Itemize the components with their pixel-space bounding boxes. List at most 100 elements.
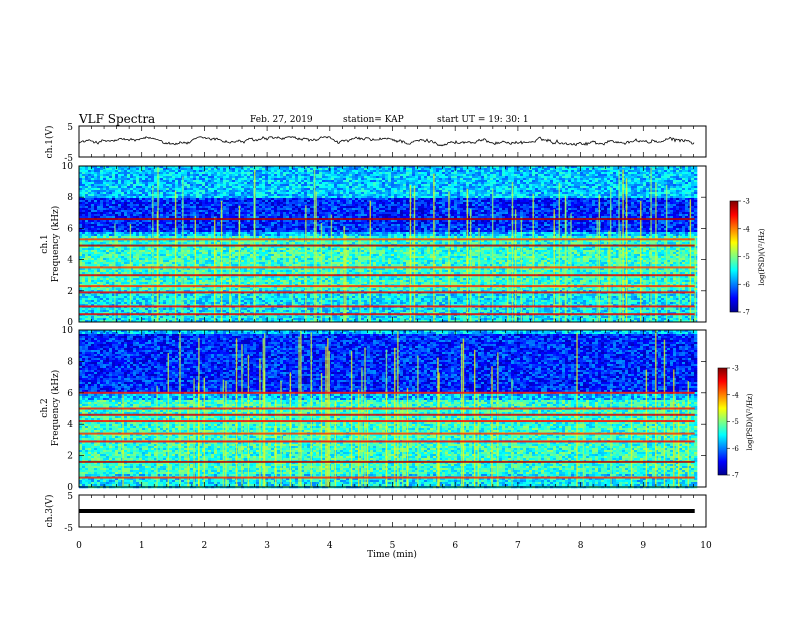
ch1-spectrogram-cell bbox=[106, 176, 109, 178]
ch1-spectrogram-cell bbox=[130, 204, 133, 206]
ch1-spectrogram-cell bbox=[646, 172, 649, 174]
ch1-spectrogram-cell bbox=[430, 172, 433, 174]
ch1-spectrogram-cell bbox=[187, 192, 190, 194]
ch1-spectrogram-cell bbox=[454, 168, 457, 170]
ch1-spectrogram-cell bbox=[598, 178, 601, 180]
ch1-spectrogram-cell bbox=[250, 206, 253, 208]
ch1-spectrogram-cell bbox=[115, 184, 118, 186]
ch1-spectrogram-cell bbox=[442, 194, 445, 196]
ch1-spectrogram-cell bbox=[682, 182, 685, 184]
ch1-spectrogram-cell bbox=[682, 198, 685, 200]
ch1-spectrogram-cell bbox=[160, 180, 163, 182]
ch1-spectrogram-cell bbox=[280, 198, 283, 200]
ch1-spectrogram-cell bbox=[211, 182, 214, 184]
ch1-spectrogram-cell bbox=[592, 178, 595, 180]
ch1-spectrogram-cell bbox=[199, 212, 202, 214]
ch1-spectrogram-cell bbox=[346, 202, 349, 204]
ch1-spectrogram-cell bbox=[460, 198, 463, 200]
ch1-spectrogram-cell bbox=[595, 200, 598, 202]
ch1-spectrogram-cell bbox=[358, 170, 361, 172]
ch1-spectrogram-cell bbox=[163, 170, 166, 172]
ch1-spectrogram-cell bbox=[91, 202, 94, 204]
ch1-spectrogram-cell bbox=[379, 168, 382, 170]
ch1-spectrogram-cell bbox=[580, 172, 583, 174]
ch1-spectrogram-cell bbox=[301, 174, 304, 176]
ch1-spectrogram-cell bbox=[451, 202, 454, 204]
ch1-spectrogram-cell bbox=[436, 206, 439, 208]
ch1-spectrogram-cell bbox=[397, 204, 400, 206]
ch1-spectrogram-cell bbox=[658, 210, 661, 212]
ch1-spectrogram-cell bbox=[643, 176, 646, 178]
ch1-spectrogram-cell bbox=[340, 202, 343, 204]
ch1-spectrogram-cell bbox=[685, 206, 688, 208]
ch1-spectrogram-cell bbox=[589, 188, 592, 190]
ch1-spectrogram-cell bbox=[514, 200, 517, 202]
ch1-spectrogram-cell bbox=[634, 202, 637, 204]
ch1-spectrogram-cell bbox=[187, 190, 190, 192]
ch1-spectrogram-cell bbox=[493, 174, 496, 176]
ch1-spectrogram-cell bbox=[187, 208, 190, 210]
ch1-spectrogram-cell bbox=[532, 172, 535, 174]
ch1-spectrogram-cell bbox=[655, 170, 658, 172]
ch1-spectrogram-cell bbox=[256, 174, 259, 176]
ch1-spectrogram-cell bbox=[112, 206, 115, 208]
ch1-spectrogram-cell bbox=[133, 196, 136, 198]
ch1-spectrogram-cell bbox=[604, 196, 607, 198]
ch1-spectrogram-cell bbox=[430, 178, 433, 180]
ch1-spectrogram-cell bbox=[607, 210, 610, 212]
ch1-spectrogram-cell bbox=[283, 204, 286, 206]
ch1-spectrogram-cell bbox=[364, 180, 367, 182]
ch1-spectrogram-cell bbox=[184, 168, 187, 170]
ch1-spectrogram-cell bbox=[283, 180, 286, 182]
ch1-spectrogram-cell bbox=[592, 194, 595, 196]
ch1-spectrogram-cell bbox=[211, 178, 214, 180]
ch1-spectrogram-cell bbox=[247, 202, 250, 204]
ch1-spectrogram-cell bbox=[106, 184, 109, 186]
ch1-spectrogram-cell bbox=[595, 204, 598, 206]
ch1-spectrogram-cell bbox=[508, 178, 511, 180]
ch1-spectrogram-cell bbox=[244, 182, 247, 184]
ch1-spectrogram-cell bbox=[142, 192, 145, 194]
ch1-spectrogram-cell bbox=[349, 188, 352, 190]
ch1-spectrogram-cell bbox=[109, 174, 112, 176]
ch1-spectrogram-cell bbox=[283, 178, 286, 180]
ch1-spectrogram-cell bbox=[244, 190, 247, 192]
ch1-spectrogram-cell bbox=[103, 182, 106, 184]
ch1-spectrogram-cell bbox=[340, 176, 343, 178]
ch1-spectrogram-cell bbox=[382, 200, 385, 202]
ch1-spectrogram-cell bbox=[454, 196, 457, 198]
ch1-spectrogram-cell bbox=[667, 178, 670, 180]
ch1-spectrogram-cell bbox=[574, 168, 577, 170]
ch1-spectrogram-cell bbox=[364, 184, 367, 186]
ch1-spectrogram-cell bbox=[331, 212, 334, 214]
ch1-spectrogram-cell bbox=[460, 168, 463, 170]
ch1-spectrogram-cell bbox=[118, 192, 121, 194]
ch1-spectrogram-cell bbox=[139, 182, 142, 184]
ch1-spectrogram-cell bbox=[646, 198, 649, 200]
ch1-spectrogram-cell bbox=[442, 190, 445, 192]
ch1-spectrogram-cell bbox=[229, 176, 232, 178]
ch1-spectrogram-cell bbox=[442, 206, 445, 208]
ch1-spectrogram-cell bbox=[193, 176, 196, 178]
ch1-spectrogram-cell bbox=[547, 172, 550, 174]
ch1-spectrogram-cell bbox=[457, 206, 460, 208]
ch1-spectrogram-cell bbox=[283, 194, 286, 196]
ch1-spectrogram-cell bbox=[502, 184, 505, 186]
ch1-spectrogram-cell bbox=[364, 170, 367, 172]
ch1-spectrogram-cell bbox=[121, 200, 124, 202]
ch1-spectrogram-cell bbox=[430, 182, 433, 184]
ch1-spectrogram-cell bbox=[385, 168, 388, 170]
ch1-spectrogram-cell bbox=[178, 188, 181, 190]
ch1-spectrogram-cell bbox=[508, 212, 511, 214]
ch1-spectrogram-cell bbox=[115, 192, 118, 194]
ch1-spectrogram-cell bbox=[211, 194, 214, 196]
ch1-spectrogram-cell bbox=[640, 176, 643, 178]
ch1-spectrogram-cell bbox=[526, 204, 529, 206]
ch1-spectrogram-cell bbox=[88, 188, 91, 190]
ch1-spectrogram-cell bbox=[424, 196, 427, 198]
ch1-spectrogram-cell bbox=[571, 180, 574, 182]
ch1-spectrogram-cell bbox=[403, 198, 406, 200]
ch1-spectrogram-cell bbox=[496, 178, 499, 180]
ch1-spectrogram-cell bbox=[235, 190, 238, 192]
ch1-spectrogram-cell bbox=[445, 182, 448, 184]
